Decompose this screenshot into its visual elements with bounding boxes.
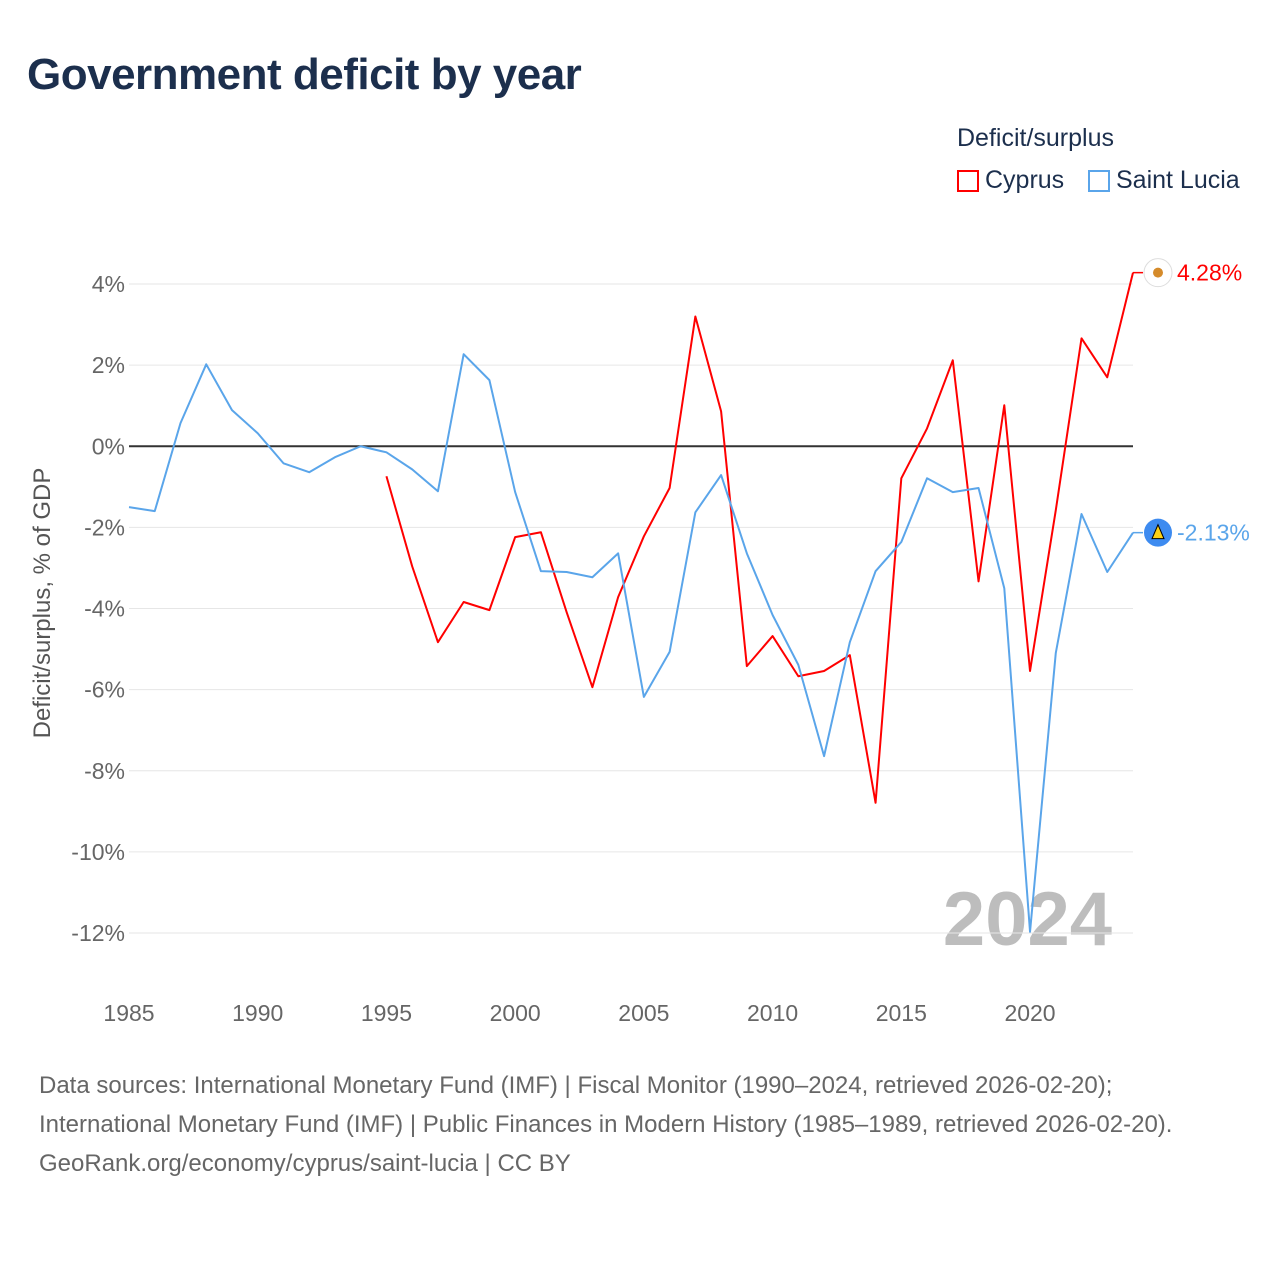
x-tick-label: 1990 bbox=[232, 1000, 283, 1026]
x-tick-label: 1985 bbox=[103, 1000, 154, 1026]
legend-item-cyprus[interactable]: Cyprus bbox=[957, 166, 1064, 195]
y-tick-label: -6% bbox=[84, 677, 125, 703]
x-tick-label: 2020 bbox=[1004, 1000, 1055, 1026]
flag-triangle-shape bbox=[1151, 523, 1165, 540]
x-tick-label: 2005 bbox=[618, 1000, 669, 1026]
y-axis-label: Deficit/surplus, % of GDP bbox=[29, 468, 56, 739]
y-tick-label: -10% bbox=[71, 839, 125, 865]
legend-item-saint-lucia[interactable]: Saint Lucia bbox=[1088, 166, 1240, 195]
sources-footer: Data sources: International Monetary Fun… bbox=[39, 1066, 1239, 1183]
attribution-link[interactable]: GeoRank.org/economy/cyprus/saint-lucia |… bbox=[39, 1150, 571, 1177]
y-tick-label: -4% bbox=[84, 596, 125, 622]
legend-label: Cyprus bbox=[985, 166, 1065, 194]
y-tick-label: -8% bbox=[84, 758, 125, 784]
end-value-label: -2.13% bbox=[1177, 520, 1250, 546]
page-title: Government deficit by year bbox=[27, 50, 582, 99]
data-sources-text: Data sources: International Monetary Fun… bbox=[39, 1072, 1173, 1138]
x-tick-label: 2010 bbox=[747, 1000, 798, 1026]
series-line-cyprus[interactable] bbox=[385, 272, 1134, 804]
y-tick-label: -2% bbox=[84, 514, 125, 540]
legend-title: Deficit/surplus bbox=[957, 124, 1114, 152]
x-tick-label: 1995 bbox=[361, 1000, 412, 1026]
line-chart: 2024 4%2%0%-2%-4%-6%-8%-10%-12%1985 1990 1… bbox=[29, 258, 1250, 1026]
legend-label: Saint Lucia bbox=[1116, 166, 1240, 194]
legend-swatch-saint-lucia bbox=[1088, 169, 1110, 192]
end-value-label: 4.28% bbox=[1177, 260, 1242, 286]
x-tick-label: 2015 bbox=[876, 1000, 927, 1026]
y-tick-label: 2% bbox=[92, 352, 125, 378]
flag-map-shape bbox=[1153, 267, 1163, 278]
y-tick-label: 4% bbox=[92, 271, 125, 297]
y-tick-label: 0% bbox=[92, 433, 125, 459]
x-tick-label: 2000 bbox=[490, 1000, 541, 1026]
series-line-saint-lucia[interactable] bbox=[128, 353, 1134, 933]
y-tick-label: -12% bbox=[71, 920, 125, 946]
legend-swatch-cyprus bbox=[957, 169, 979, 192]
